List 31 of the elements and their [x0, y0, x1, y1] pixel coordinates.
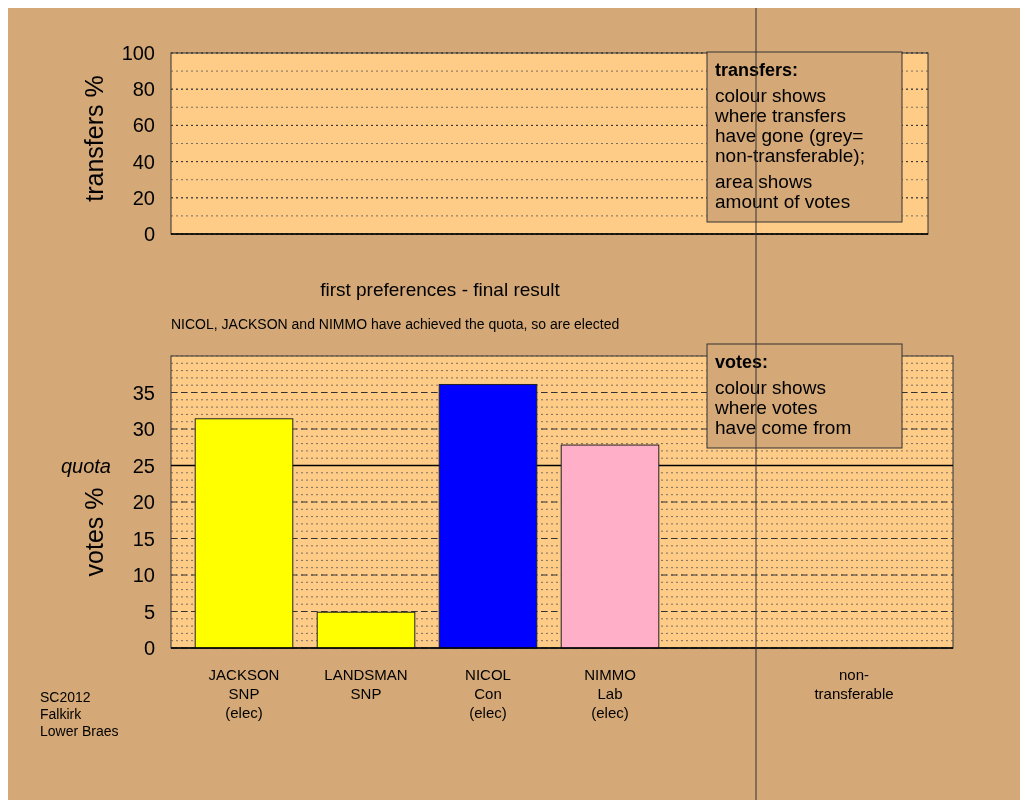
y-tick-label: 5	[143, 600, 155, 623]
y-tick-label: 80	[132, 78, 155, 101]
y-tick-label: 0	[143, 637, 155, 659]
y-tick-label: 100	[121, 42, 155, 64]
x-tick-label: NICOL Con (elec)	[465, 666, 511, 721]
bar	[438, 383, 538, 649]
x-tick-label: JACKSON SNP (elec)	[208, 666, 280, 721]
y-axis-title: votes %	[80, 487, 108, 577]
x-tick-label: non- transferable	[814, 666, 894, 702]
chart-title: first preferences - final result	[320, 279, 561, 300]
x-tick-label: NIMMO Lab (elec)	[584, 666, 636, 721]
text: SC2012 Falkirk Lower Braes	[40, 689, 119, 739]
y-tick-label: 30	[132, 418, 155, 440]
bar	[194, 418, 294, 649]
bar	[316, 611, 416, 649]
y-tick-label: 25	[132, 454, 155, 477]
x-tick-label: LANDSMAN SNP	[324, 666, 408, 702]
y-tick-label: 20	[132, 491, 155, 513]
y-tick-label: 35	[132, 381, 155, 404]
y-tick-label: 40	[132, 150, 155, 173]
y-tick-label: 20	[132, 186, 155, 209]
y-tick-label: 0	[143, 223, 155, 245]
annotation: transfers: colour shows where transfers have gone (grey= non-transferable); area shows amount of votes	[714, 60, 865, 212]
annotation: votes: colour shows where votes have come from	[714, 352, 852, 438]
y-axis-title: transfers %	[80, 75, 108, 202]
ref-line-label: quota	[60, 454, 111, 477]
y-tick-label: 60	[132, 114, 155, 137]
bar	[560, 444, 660, 649]
y-tick-label: 10	[132, 564, 155, 586]
y-tick-label: 15	[132, 527, 155, 550]
chart-subtitle: NICOL, JACKSON and NIMMO have achieved the quota, so are elected	[171, 316, 620, 332]
